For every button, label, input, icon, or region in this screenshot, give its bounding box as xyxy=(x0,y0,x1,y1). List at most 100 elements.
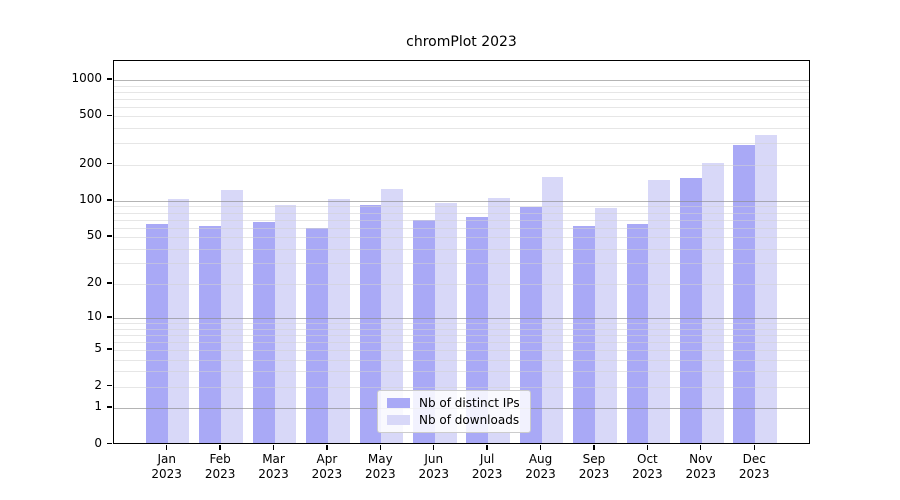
gridline-minor xyxy=(114,128,809,130)
gridline-minor xyxy=(114,359,809,361)
gridline-minor xyxy=(114,334,809,336)
y-tick xyxy=(107,78,112,80)
gridline-minor xyxy=(114,227,809,229)
y-tick-label: 1000 xyxy=(71,70,102,85)
x-tick xyxy=(593,444,595,450)
y-tick xyxy=(107,442,112,445)
x-tick-label: Aug 2023 xyxy=(511,452,571,482)
legend-item: Nb of downloads xyxy=(387,413,520,427)
bar-downloads-jan xyxy=(167,199,190,443)
x-tick-month: Feb xyxy=(209,451,231,466)
x-tick xyxy=(272,444,275,450)
bar-downloads-feb xyxy=(221,189,243,443)
y-tick xyxy=(107,282,112,284)
x-tick-label: Feb 2023 xyxy=(190,452,250,482)
bar-downloads-sep xyxy=(594,207,617,443)
y-tick-label: 2 xyxy=(94,377,102,392)
gridline-minor xyxy=(114,91,809,93)
legend: Nb of distinct IPs Nb of downloads xyxy=(377,390,531,433)
gridline-minor xyxy=(114,206,809,208)
y-tick xyxy=(107,406,112,408)
bar-distinct-ips-sep xyxy=(573,226,595,443)
gridline-minor xyxy=(114,98,809,100)
x-tick-label: Nov 2023 xyxy=(671,452,731,482)
x-tick-year: 2023 xyxy=(258,466,289,481)
x-tick-year: 2023 xyxy=(365,466,396,481)
y-tick-label: 10 xyxy=(86,308,102,323)
gridline-minor xyxy=(114,85,809,87)
x-tick xyxy=(433,444,435,450)
x-tick-month: Mar xyxy=(262,451,285,466)
x-tick xyxy=(539,444,542,450)
bar-downloads-oct xyxy=(648,179,671,443)
chart-title: chromPlot 2023 xyxy=(406,34,517,50)
y-tick-label: 1 xyxy=(94,398,102,413)
x-tick-month: May xyxy=(367,451,393,466)
gridline-minor xyxy=(114,386,809,388)
x-tick-month: Jun xyxy=(424,451,444,466)
gridline-minor xyxy=(114,341,809,343)
x-tick-year: 2023 xyxy=(311,466,343,481)
legend-swatch xyxy=(387,398,410,408)
x-tick-year: 2023 xyxy=(151,466,182,481)
x-tick xyxy=(326,444,328,450)
gridline-major xyxy=(114,200,809,202)
plot-area xyxy=(113,60,810,444)
gridline-minor xyxy=(114,248,809,250)
bar-downloads-jun xyxy=(434,202,457,443)
y-tick xyxy=(107,162,112,165)
y-tick-label: 100 xyxy=(79,191,102,206)
gridline-minor xyxy=(114,263,809,265)
gridline-minor xyxy=(114,164,809,166)
gridline-major xyxy=(114,317,809,319)
x-tick-year: 2023 xyxy=(578,466,610,481)
x-tick xyxy=(379,444,382,450)
gridline-minor xyxy=(114,323,809,324)
bar-downloads-dec xyxy=(755,135,777,443)
bar-distinct-ips-oct xyxy=(626,224,649,443)
x-tick-label: Dec 2023 xyxy=(724,452,784,482)
y-tick-label: 50 xyxy=(86,228,102,243)
bar-distinct-ips-feb xyxy=(199,226,222,443)
x-tick-month: Oct xyxy=(637,451,658,466)
x-tick-label: Jul 2023 xyxy=(457,452,517,482)
bar-downloads-nov xyxy=(701,163,724,443)
gridline-minor xyxy=(114,371,809,373)
x-tick-label: Sep 2023 xyxy=(564,452,624,482)
y-tick-label: 20 xyxy=(86,274,102,289)
x-tick-label: Jan 2023 xyxy=(137,452,197,482)
gridline-minor xyxy=(114,106,809,108)
gridline-minor xyxy=(114,283,809,285)
x-tick-month: Jul xyxy=(479,451,495,466)
gridline-major xyxy=(114,79,809,81)
x-tick-month: Jan xyxy=(157,451,176,466)
y-tick xyxy=(107,348,112,350)
x-tick-label: May 2023 xyxy=(350,452,410,482)
x-tick-label: Oct 2023 xyxy=(617,452,677,482)
x-tick-month: Sep xyxy=(582,451,606,466)
gridline-minor xyxy=(114,237,809,239)
y-tick xyxy=(107,114,112,117)
y-tick-label: 5 xyxy=(94,340,102,355)
x-tick xyxy=(646,444,649,450)
x-tick-label: Mar 2023 xyxy=(244,452,304,482)
gridline-minor xyxy=(114,212,809,214)
x-tick-month: Aug xyxy=(528,451,553,466)
x-tick xyxy=(753,444,755,450)
x-tick-year: 2023 xyxy=(632,466,663,481)
bar-downloads-jul xyxy=(488,197,510,443)
x-tick xyxy=(486,444,488,450)
x-tick-year: 2023 xyxy=(685,466,717,481)
gridline-minor xyxy=(114,349,809,351)
bar-downloads-may xyxy=(381,189,404,443)
y-tick xyxy=(107,199,112,201)
x-tick-label: Apr 2023 xyxy=(297,452,357,482)
y-tick-label: 200 xyxy=(79,155,102,170)
x-tick-year: 2023 xyxy=(418,466,450,481)
bar-downloads-apr xyxy=(327,199,350,443)
bar-distinct-ips-nov xyxy=(680,177,702,443)
x-tick-year: 2023 xyxy=(525,466,556,481)
y-tick xyxy=(107,235,112,237)
legend-swatch xyxy=(387,415,410,425)
